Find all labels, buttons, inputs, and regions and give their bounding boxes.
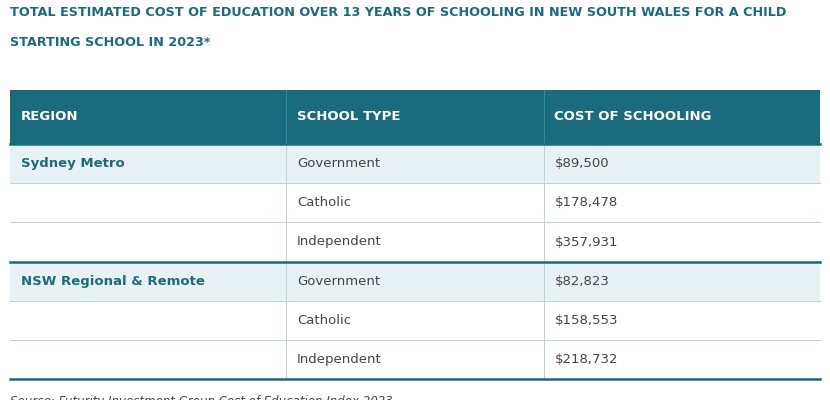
Text: $357,931: $357,931 [554, 236, 618, 248]
Text: Independent: Independent [297, 353, 382, 366]
Bar [10, 222, 820, 262]
Bar [10, 301, 820, 340]
Text: Government: Government [297, 275, 380, 288]
Text: TOTAL ESTIMATED COST OF EDUCATION OVER 13 YEARS OF SCHOOLING IN NEW SOUTH WALES : TOTAL ESTIMATED COST OF EDUCATION OVER 1… [10, 6, 786, 19]
Text: Independent: Independent [297, 236, 382, 248]
Text: $218,732: $218,732 [554, 353, 618, 366]
Text: REGION: REGION [21, 110, 78, 124]
Text: Catholic: Catholic [297, 196, 351, 209]
Text: $178,478: $178,478 [554, 196, 618, 209]
Bar [10, 144, 820, 183]
Text: Sydney Metro: Sydney Metro [21, 157, 124, 170]
Text: $158,553: $158,553 [554, 314, 618, 327]
Text: $89,500: $89,500 [554, 157, 609, 170]
Text: Source: Futurity Investment Group Cost of Education Index 2023: Source: Futurity Investment Group Cost o… [10, 395, 393, 400]
Text: $82,823: $82,823 [554, 275, 609, 288]
Bar [10, 90, 820, 144]
Bar [10, 183, 820, 222]
Text: SCHOOL TYPE: SCHOOL TYPE [297, 110, 401, 124]
Bar [10, 340, 820, 379]
Text: STARTING SCHOOL IN 2023*: STARTING SCHOOL IN 2023* [10, 36, 210, 49]
Text: NSW Regional & Remote: NSW Regional & Remote [21, 275, 205, 288]
Bar [10, 262, 820, 301]
Text: Government: Government [297, 157, 380, 170]
Text: Catholic: Catholic [297, 314, 351, 327]
Text: COST OF SCHOOLING: COST OF SCHOOLING [554, 110, 712, 124]
